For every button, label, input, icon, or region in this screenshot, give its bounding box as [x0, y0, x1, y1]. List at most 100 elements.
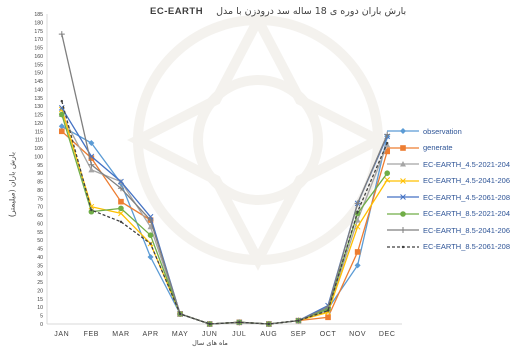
data-point	[60, 99, 63, 103]
data-point	[400, 210, 406, 217]
legend-item: EC-EARTH_8.5-2041-206	[385, 222, 515, 239]
series-line	[61, 33, 388, 325]
data-point	[149, 242, 152, 245]
data-point	[119, 220, 123, 223]
y-axis-ticks: 0 5 10 15 20 25 30 35 40 45 50 55 60 65 70 75 80 85 90 95 10…	[34, 12, 43, 328]
legend-label: EC-EARTH_4.5-2061-208	[423, 192, 510, 202]
data-point	[147, 223, 154, 230]
data-point	[400, 177, 406, 184]
y-tick-label: 60	[37, 221, 43, 227]
axes	[46, 14, 402, 325]
data-point	[118, 178, 124, 185]
data-point	[118, 198, 124, 205]
y-tick-label: 70	[37, 205, 43, 211]
data-point	[354, 217, 361, 223]
y-tick-label: 85	[37, 180, 43, 186]
legend-swatch	[387, 177, 419, 184]
y-tick-label: 105	[34, 146, 43, 152]
data-point	[386, 141, 389, 145]
y-tick-label: 25	[37, 280, 43, 286]
data-point	[400, 144, 406, 151]
y-tick-label: 175	[34, 29, 43, 35]
y-tick-label: 80	[37, 188, 43, 194]
y-tick-label: 130	[34, 104, 43, 110]
x-tick-label: AUG	[260, 331, 277, 338]
y-tick-label: 145	[34, 79, 43, 85]
y-tick-label: 95	[37, 163, 43, 169]
y-tick-label: 165	[34, 46, 43, 52]
y-tick-label: 170	[34, 37, 43, 43]
y-tick-label: 20	[37, 288, 43, 294]
legend-label: EC-EARTH_4.5-2041-206	[423, 176, 510, 186]
y-tick-label: 0	[40, 322, 43, 328]
legend-swatch	[387, 128, 419, 135]
series-ec-earth-4-5-2061-208	[58, 104, 391, 327]
data-point	[147, 253, 154, 260]
legend-item: EC-EARTH_4.5-2021-204	[385, 156, 515, 173]
data-point	[88, 161, 95, 168]
data-point	[267, 322, 271, 326]
y-tick-label: 185	[34, 12, 43, 18]
legend-swatch	[387, 144, 419, 151]
y-tick-label: 100	[34, 154, 43, 160]
data-point	[356, 210, 359, 213]
x-axis-label: ماه های سال	[192, 339, 228, 347]
chart-title-text: بارش باران دوره ی 18 ساله سد درودزن با م…	[216, 6, 407, 17]
data-point	[326, 309, 330, 312]
data-point	[58, 111, 65, 118]
y-tick-label: 55	[37, 230, 43, 236]
x-tick-label: DEC	[379, 331, 396, 338]
legend-item: EC-EARTH_4.5-2061-208	[385, 189, 515, 206]
legend-item: generate	[385, 140, 515, 157]
legend-label: EC-EARTH_8.5-2041-206	[423, 225, 510, 235]
data-point	[400, 128, 406, 135]
y-tick-label: 160	[34, 54, 43, 60]
y-tick-label: 155	[34, 62, 43, 68]
data-point	[88, 155, 95, 161]
legend-swatch	[387, 161, 419, 167]
legend-label: generate	[423, 143, 453, 153]
y-tick-label: 40	[37, 255, 43, 261]
y-tick-label: 150	[34, 71, 43, 77]
legend-swatch	[387, 194, 419, 201]
data-point	[88, 140, 95, 147]
data-point	[354, 262, 361, 269]
data-point	[401, 245, 405, 248]
data-point	[88, 208, 95, 215]
x-tick-label: JUN	[202, 331, 217, 338]
y-tick-label: 180	[34, 20, 43, 26]
legend-swatch	[387, 227, 419, 234]
legend-item: EC-EARTH_8.5-2061-208	[385, 239, 515, 256]
data-point	[400, 161, 406, 167]
y-tick-label: 15	[37, 297, 43, 303]
data-point	[147, 232, 154, 238]
watermark-logo	[127, 9, 389, 271]
y-tick-label: 50	[37, 238, 43, 244]
legend-swatch	[387, 245, 419, 248]
y-tick-label: 10	[37, 305, 43, 311]
data-point	[90, 208, 93, 212]
y-tick-label: 120	[34, 121, 43, 127]
legend-label: EC-EARTH_8.5-2021-204	[423, 209, 510, 219]
data-point	[354, 249, 361, 255]
y-tick-label: 75	[37, 196, 43, 202]
x-tick-label: JAN	[54, 331, 69, 338]
y-tick-label: 135	[34, 96, 43, 102]
x-tick-label: JUL	[232, 331, 246, 338]
data-point	[354, 223, 361, 230]
legend-item: EC-EARTH_8.5-2021-204	[385, 206, 515, 223]
data-point	[208, 322, 211, 326]
data-point	[354, 200, 361, 207]
legend-label: EC-EARTH_8.5-2061-208	[423, 242, 510, 252]
data-point	[384, 131, 391, 138]
y-tick-label: 35	[37, 263, 43, 269]
y-tick-label: 125	[34, 113, 43, 119]
legend-swatch	[387, 210, 419, 217]
x-tick-label: SEP	[291, 331, 307, 338]
data-point	[297, 319, 300, 322]
series-line	[61, 107, 388, 325]
data-point	[58, 123, 65, 130]
data-point	[58, 31, 65, 38]
y-tick-label: 65	[37, 213, 43, 219]
